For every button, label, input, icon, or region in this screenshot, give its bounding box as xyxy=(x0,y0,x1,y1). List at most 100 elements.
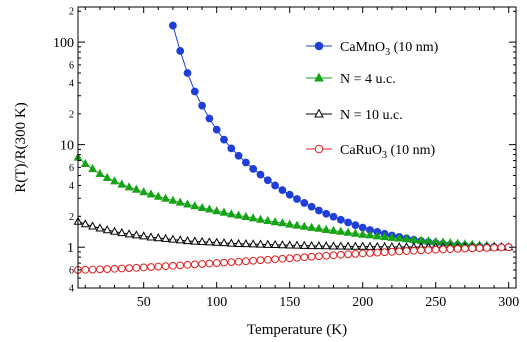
data-point xyxy=(344,218,353,227)
data-point xyxy=(117,264,126,273)
data-point xyxy=(117,227,127,237)
data-point xyxy=(234,210,243,219)
y-minor-tick-label: 2 xyxy=(69,109,74,120)
data-point xyxy=(234,257,243,266)
y-minor-tick-label: 6 xyxy=(69,265,74,276)
data-point xyxy=(81,265,90,274)
data-point xyxy=(198,101,207,110)
legend-swatch-marker xyxy=(314,108,324,118)
data-point xyxy=(315,252,323,261)
legend-label-main: CaRuO xyxy=(340,143,382,158)
data-point xyxy=(80,158,90,168)
data-point xyxy=(322,209,331,218)
data-point xyxy=(95,168,105,177)
series-0 xyxy=(169,21,513,252)
data-point xyxy=(278,218,287,227)
data-point xyxy=(102,225,112,234)
data-point xyxy=(344,250,353,259)
data-point xyxy=(358,229,368,238)
y-tick-label: 10 xyxy=(60,139,74,154)
x-tick-label: 200 xyxy=(352,295,373,310)
data-point xyxy=(212,237,222,246)
data-point xyxy=(263,255,272,264)
data-point xyxy=(292,240,302,249)
data-point xyxy=(395,247,404,256)
data-point xyxy=(387,232,397,241)
legend-item: N = 4 u.c. xyxy=(306,72,396,87)
legend-swatch-marker xyxy=(314,144,324,154)
data-point xyxy=(285,254,294,263)
y-axis-label: R(T)/R(300 K) xyxy=(13,102,29,192)
data-point xyxy=(343,241,353,250)
data-point xyxy=(256,170,265,179)
data-point xyxy=(190,260,199,269)
data-point xyxy=(351,249,360,258)
data-point xyxy=(366,249,374,257)
data-point xyxy=(205,114,214,123)
y-minor-tick-label: 4 xyxy=(69,78,74,89)
data-point xyxy=(336,226,346,235)
data-point xyxy=(314,241,324,250)
y-minor-tick-label: 6 xyxy=(69,60,74,71)
legend-label: N = 10 u.c. xyxy=(340,108,403,123)
data-point xyxy=(256,214,265,223)
data-point xyxy=(417,246,426,255)
data-point xyxy=(190,236,200,245)
legend: CaMnO3 (10 nm) N = 4 u.c. N = 10 u.c. CaRuO… xyxy=(306,40,439,161)
data-point xyxy=(124,229,134,238)
data-point xyxy=(365,241,375,250)
data-point xyxy=(102,172,112,182)
data-point xyxy=(249,165,258,173)
data-point xyxy=(439,245,447,254)
legend-item: CaMnO3 (10 nm) xyxy=(306,40,439,58)
data-point xyxy=(351,221,360,230)
data-point xyxy=(263,239,273,248)
data-point xyxy=(299,221,309,230)
data-point xyxy=(329,241,338,250)
data-point xyxy=(161,193,170,202)
data-point xyxy=(205,204,214,213)
data-point xyxy=(293,253,301,262)
data-point xyxy=(226,209,236,218)
data-point xyxy=(461,244,469,253)
legend-label: CaMnO3 (10 nm) xyxy=(340,40,439,58)
data-point xyxy=(169,261,177,270)
data-point xyxy=(219,238,229,247)
data-point xyxy=(329,225,338,234)
data-point xyxy=(88,221,97,230)
data-point xyxy=(80,219,90,228)
data-point xyxy=(146,232,156,241)
data-point xyxy=(329,251,338,260)
data-point xyxy=(146,189,156,198)
legend-label-main: CaMnO xyxy=(340,40,385,55)
data-point xyxy=(336,215,345,224)
data-point xyxy=(256,239,265,248)
legend-label: N = 4 u.c. xyxy=(340,72,396,87)
data-point xyxy=(307,202,316,211)
data-point xyxy=(220,135,228,144)
y-minor-tick-label: 4 xyxy=(69,284,74,295)
data-point xyxy=(110,226,119,235)
data-point xyxy=(103,265,112,273)
data-point xyxy=(256,256,265,265)
data-point xyxy=(373,248,382,257)
data-point xyxy=(88,163,97,173)
data-point xyxy=(132,230,141,239)
data-point xyxy=(263,215,273,224)
series-layer xyxy=(73,21,514,274)
data-point xyxy=(234,151,243,160)
data-point xyxy=(110,176,119,185)
legend-item: CaRuO3 (10 nm) xyxy=(306,143,436,161)
x-tick-label: 300 xyxy=(498,295,519,310)
data-point xyxy=(139,231,149,240)
data-point xyxy=(402,247,411,255)
data-point xyxy=(358,241,368,250)
data-point xyxy=(380,248,389,257)
legend-swatch-marker xyxy=(314,72,324,82)
data-point xyxy=(125,264,134,273)
data-point xyxy=(161,233,170,242)
x-tick-label: 250 xyxy=(425,295,446,310)
data-point xyxy=(336,250,345,259)
data-point xyxy=(402,234,411,243)
data-point xyxy=(321,224,331,233)
